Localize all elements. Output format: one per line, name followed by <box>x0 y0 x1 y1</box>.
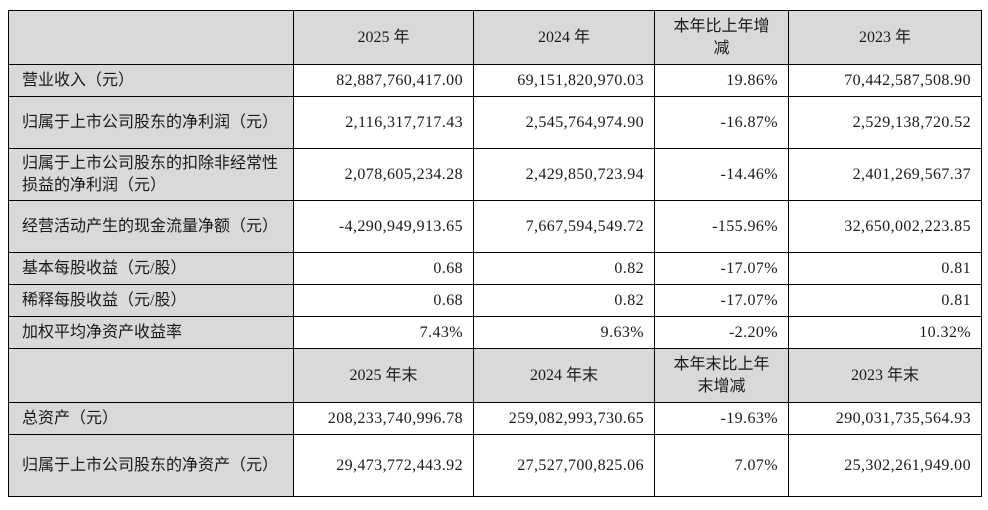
cell-2023: 290,031,735,564.93 <box>788 402 982 436</box>
cell-2023: 32,650,002,223.85 <box>788 200 982 254</box>
table-row-net-assets: 归属于上市公司股东的净资产（元） 29,473,772,443.92 27,52… <box>8 434 982 498</box>
cell-2024: 259,082,993,730.65 <box>473 402 655 436</box>
cell-2024: 9.63% <box>473 316 655 350</box>
corner-cell-annual <box>8 10 294 65</box>
cell-2025: 2,116,317,717.43 <box>293 96 474 149</box>
cell-2024: 7,667,594,549.72 <box>473 200 655 254</box>
col-header-2024: 2024 年 <box>473 10 655 65</box>
col-header-end-2023: 2023 年末 <box>788 348 982 404</box>
cell-change: -19.63% <box>654 402 789 436</box>
cell-2023: 10.32% <box>788 316 982 350</box>
cell-change: -17.07% <box>654 252 789 286</box>
row-label: 经营活动产生的现金流量净额（元） <box>8 200 294 254</box>
table-row-weighted-avg-roe: 加权平均净资产收益率 7.43% 9.63% -2.20% 10.32% <box>8 316 982 350</box>
row-label: 稀释每股收益（元/股） <box>8 284 294 318</box>
table-row-total-assets: 总资产（元） 208,233,740,996.78 259,082,993,73… <box>8 402 982 436</box>
row-label: 营业收入（元） <box>8 64 294 97</box>
cell-change: 7.07% <box>654 434 789 498</box>
cell-2023: 2,529,138,720.52 <box>788 96 982 149</box>
cell-2025: 82,887,760,417.00 <box>293 64 474 97</box>
row-label: 基本每股收益（元/股） <box>8 252 294 286</box>
financial-summary-table: 2025 年 2024 年 本年比上年增减 2023 年 营业收入（元） 82,… <box>8 10 982 498</box>
table-row-basic-eps: 基本每股收益（元/股） 0.68 0.82 -17.07% 0.81 <box>8 252 982 286</box>
cell-2023: 70,442,587,508.90 <box>788 64 982 97</box>
col-header-yoy-change: 本年比上年增减 <box>654 10 789 65</box>
cell-2023: 0.81 <box>788 252 982 286</box>
cell-2023: 25,302,261,949.00 <box>788 434 982 498</box>
col-header-end-yoy-change: 本年末比上年末增减 <box>654 348 789 404</box>
corner-cell-period-end <box>8 348 294 404</box>
cell-2024: 0.82 <box>473 284 655 318</box>
row-label: 归属于上市公司股东的净资产（元） <box>8 434 294 498</box>
row-label: 归属于上市公司股东的扣除非经常性损益的净利润（元） <box>8 147 294 202</box>
col-header-end-2024: 2024 年末 <box>473 348 655 404</box>
annual-header-row: 2025 年 2024 年 本年比上年增减 2023 年 <box>8 10 982 65</box>
cell-2024: 69,151,820,970.03 <box>473 64 655 97</box>
cell-change: -16.87% <box>654 96 789 149</box>
cell-2024: 2,429,850,723.94 <box>473 147 655 202</box>
table-row-net-profit-excl-nonrecurring: 归属于上市公司股东的扣除非经常性损益的净利润（元） 2,078,605,234.… <box>8 147 982 202</box>
row-label: 总资产（元） <box>8 402 294 436</box>
cell-2024: 0.82 <box>473 252 655 286</box>
table-row-net-profit: 归属于上市公司股东的净利润（元） 2,116,317,717.43 2,545,… <box>8 96 982 149</box>
cell-2025: 29,473,772,443.92 <box>293 434 474 498</box>
col-header-2025: 2025 年 <box>293 10 474 65</box>
row-label: 加权平均净资产收益率 <box>8 316 294 350</box>
cell-change: -155.96% <box>654 200 789 254</box>
cell-2025: 7.43% <box>293 316 474 350</box>
cell-2023: 0.81 <box>788 284 982 318</box>
cell-change: -2.20% <box>654 316 789 350</box>
cell-2024: 27,527,700,825.06 <box>473 434 655 498</box>
cell-2024: 2,545,764,974.90 <box>473 96 655 149</box>
cell-2025: 0.68 <box>293 252 474 286</box>
cell-2023: 2,401,269,567.37 <box>788 147 982 202</box>
period-end-header-row: 2025 年末 2024 年末 本年末比上年末增减 2023 年末 <box>8 348 982 404</box>
cell-change: 19.86% <box>654 64 789 97</box>
cell-2025: 2,078,605,234.28 <box>293 147 474 202</box>
row-label: 归属于上市公司股东的净利润（元） <box>8 96 294 149</box>
cell-change: -17.07% <box>654 284 789 318</box>
table-row-revenue: 营业收入（元） 82,887,760,417.00 69,151,820,970… <box>8 64 982 97</box>
cell-2025: 0.68 <box>293 284 474 318</box>
cell-2025: -4,290,949,913.65 <box>293 200 474 254</box>
table-row-operating-cash-flow: 经营活动产生的现金流量净额（元） -4,290,949,913.65 7,667… <box>8 200 982 254</box>
col-header-2023: 2023 年 <box>788 10 982 65</box>
cell-change: -14.46% <box>654 147 789 202</box>
col-header-end-2025: 2025 年末 <box>293 348 474 404</box>
table-row-diluted-eps: 稀释每股收益（元/股） 0.68 0.82 -17.07% 0.81 <box>8 284 982 318</box>
cell-2025: 208,233,740,996.78 <box>293 402 474 436</box>
